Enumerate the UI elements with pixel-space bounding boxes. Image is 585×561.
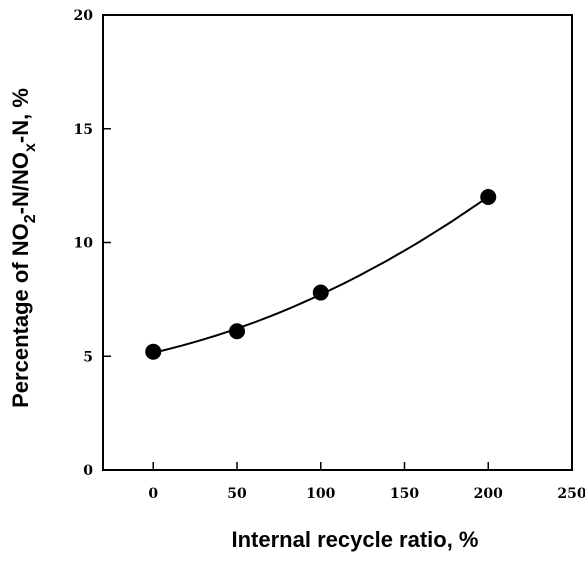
y-tick-label: 20 — [74, 8, 94, 24]
x-tick-label: 150 — [390, 486, 419, 502]
x-tick-label: 50 — [227, 486, 247, 502]
x-tick-label: 0 — [148, 486, 158, 502]
x-axis-title: Internal recycle ratio, % — [232, 527, 479, 552]
fit-curve — [153, 195, 489, 354]
x-tick-label: 200 — [474, 486, 503, 502]
y-tick-label: 0 — [83, 463, 93, 479]
y-tick-label: 15 — [74, 122, 93, 138]
data-point — [145, 343, 162, 360]
x-tick-label: 100 — [306, 486, 335, 502]
y-axis-title-middle: -N/NO — [8, 152, 33, 214]
x-axis-ticks: 0 50 100 150 200 250 — [148, 462, 585, 502]
y-axis-title: Percentage of NO2-N/NOx-N, % — [8, 88, 39, 408]
y-tick-label: 10 — [74, 236, 94, 252]
y-tick-label: 5 — [83, 349, 93, 365]
y-axis-title-prefix: Percentage of NO — [8, 223, 33, 408]
x-tick-label: 250 — [557, 486, 585, 502]
data-series — [145, 189, 497, 360]
data-point — [229, 323, 245, 340]
data-point — [312, 284, 329, 301]
y-axis-title-sub1: 2 — [22, 214, 39, 223]
y-axis-title-sub2: x — [22, 143, 39, 152]
y-axis-title-suffix: -N, % — [8, 88, 33, 143]
plot-area-frame — [102, 14, 573, 471]
data-point — [480, 189, 497, 205]
y-axis-ticks: 0 5 10 15 20 — [74, 8, 111, 479]
